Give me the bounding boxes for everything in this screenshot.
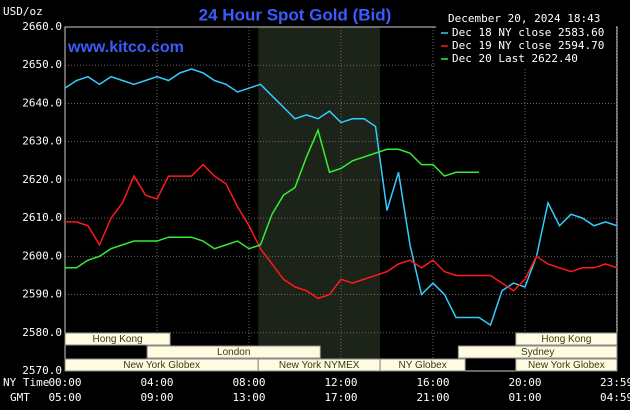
timestamp: December 20, 2024 18:43	[448, 12, 600, 25]
chart-title: 24 Hour Spot Gold (Bid)	[199, 5, 392, 24]
legend-entry: Dec 18 NY close 2583.60	[452, 26, 604, 39]
session-bar	[379, 358, 466, 372]
session-bar	[457, 345, 618, 359]
x-tick-label-gmt: 01:00	[508, 391, 541, 404]
x-tick-label-gmt: 05:00	[48, 391, 81, 404]
session-label: New York NYMEX	[279, 360, 360, 371]
session-bar	[515, 358, 618, 372]
session-label: New York Globex	[123, 360, 200, 371]
x-tick-label: 20:00	[508, 376, 541, 389]
session-bar	[146, 345, 321, 359]
legend-box	[436, 25, 616, 67]
session-label: Hong Kong	[541, 334, 591, 345]
price-line	[65, 127, 479, 269]
y-tick-label: 2590.0	[22, 288, 62, 301]
legend-entry: Dec 20 Last 2622.40	[452, 52, 578, 65]
time-zone-label: GMT	[10, 391, 30, 404]
x-tick-label-gmt: 04:59	[600, 391, 630, 404]
session-bar	[515, 332, 618, 346]
x-tick-label: 04:00	[140, 376, 173, 389]
y-axis-label: USD/oz	[3, 5, 43, 18]
y-tick-label: 2640.0	[22, 96, 62, 109]
y-tick-label: 2660.0	[22, 20, 62, 33]
price-line	[64, 68, 618, 327]
x-tick-label: 00:00	[48, 376, 81, 389]
y-tick-label: 2570.0	[22, 364, 62, 377]
y-tick-label: 2630.0	[22, 135, 62, 148]
y-tick-label: 2620.0	[22, 173, 62, 186]
session-bar	[64, 332, 171, 346]
price-line	[65, 163, 618, 300]
y-tick-label: 2650.0	[22, 58, 62, 71]
x-tick-label-gmt: 13:00	[232, 391, 265, 404]
session-label: Sydney	[521, 347, 554, 358]
x-tick-label: 16:00	[416, 376, 449, 389]
y-tick-label: 2580.0	[22, 326, 62, 339]
y-tick-label: 2610.0	[22, 211, 62, 224]
x-tick-label: 08:00	[232, 376, 265, 389]
session-shade	[258, 27, 381, 371]
x-tick-label-gmt: 09:00	[140, 391, 173, 404]
legend-entry: Dec 19 NY close 2594.70	[452, 39, 604, 52]
time-zone-label: NY Time	[3, 376, 49, 389]
x-tick-label: 12:00	[324, 376, 357, 389]
x-tick-label: 23:59	[600, 376, 630, 389]
website: www.kitco.com	[67, 39, 184, 56]
x-tick-label-gmt: 17:00	[324, 391, 357, 404]
y-tick-label: 2600.0	[22, 249, 62, 262]
x-tick-label-gmt: 21:00	[416, 391, 449, 404]
session-label: NY Globex	[399, 360, 447, 371]
session-label: Hong Kong	[93, 334, 143, 345]
session-label: London	[217, 347, 250, 358]
session-label: New York Globex	[528, 360, 605, 371]
